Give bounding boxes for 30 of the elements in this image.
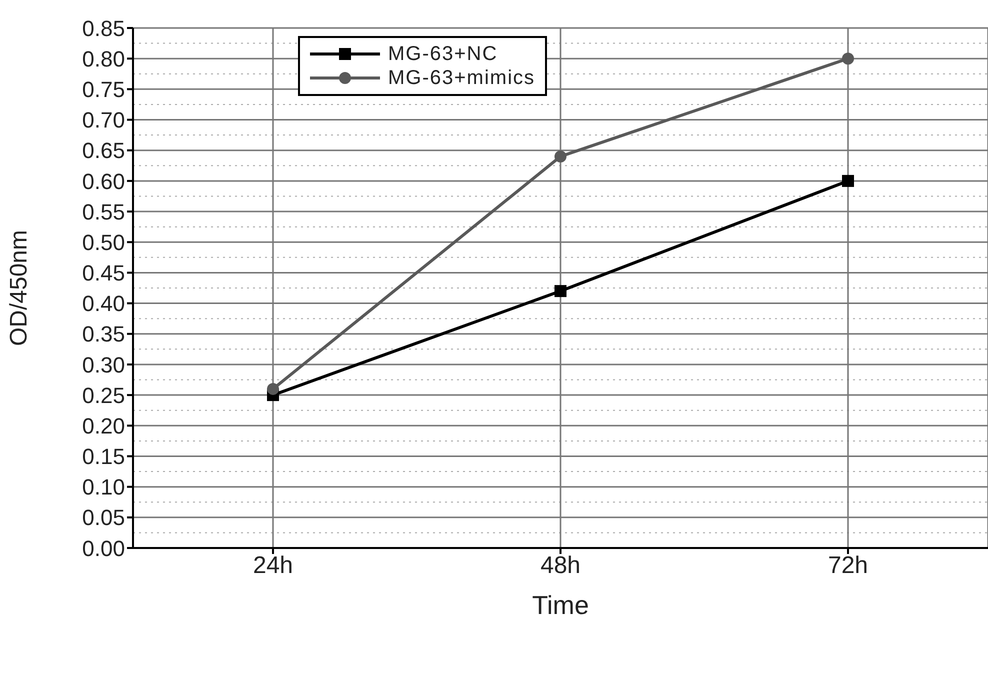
legend-label: MG-63+mimics [388, 66, 536, 90]
y-tick-label: 0.25 [82, 382, 125, 408]
y-tick-label: 0.10 [82, 474, 125, 500]
y-tick-label: 0.05 [82, 505, 125, 530]
y-tick-label: 0.75 [82, 76, 125, 102]
y-tick-label: 0.50 [82, 230, 125, 255]
y-tick-label: 0.70 [82, 108, 125, 133]
point [554, 285, 566, 298]
point [842, 52, 854, 65]
y-tick-label: 0.65 [82, 138, 125, 164]
y-tick-label: 0.20 [82, 413, 125, 438]
y-tick-label: 0.85 [82, 16, 125, 41]
point [267, 382, 279, 395]
point [842, 174, 854, 187]
y-tick-label: 0.60 [82, 168, 125, 194]
point [554, 150, 566, 162]
y-tick-label: 0.15 [82, 444, 125, 470]
y-tick-label: 0.30 [82, 352, 125, 378]
y-tick-label: 0.40 [82, 291, 125, 316]
y-tick-label: 0.45 [82, 260, 125, 286]
y-tick-label: 0.35 [82, 322, 125, 347]
y-tick-label: 0.55 [82, 199, 125, 224]
y-tick-label: 0.00 [82, 536, 125, 561]
x-tick-label: 48h [540, 552, 581, 580]
y-axis-title: OD/450nm [6, 230, 33, 346]
x-tick-label: 24h [252, 552, 294, 580]
x-tick-label: 72h [828, 552, 868, 580]
x-axis-title: Time [532, 590, 589, 620]
legend-label: MG-63+NC [388, 42, 498, 66]
y-tick-label: 0.80 [82, 46, 125, 72]
